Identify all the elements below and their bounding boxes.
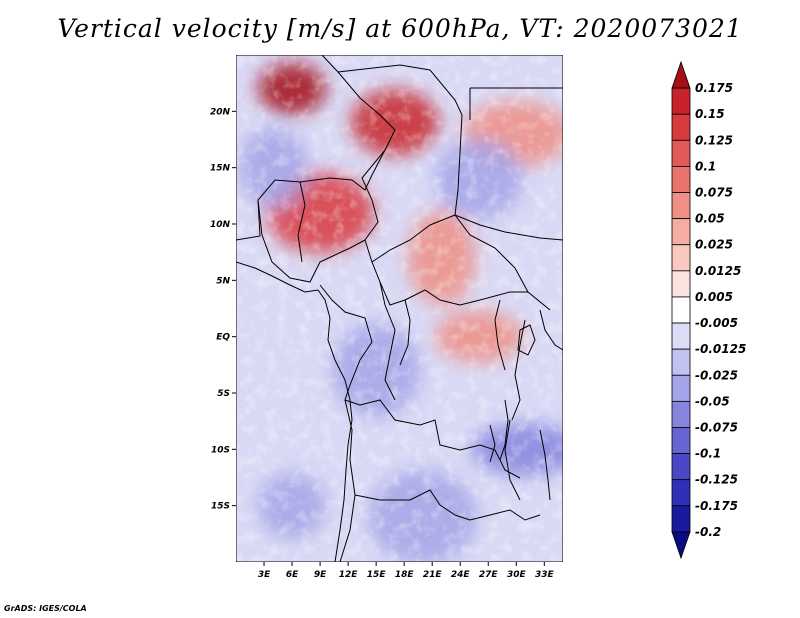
x-tick-label: 3E — [258, 570, 271, 580]
colorbar-swatch — [671, 374, 691, 402]
y-tick-label: 10S — [211, 445, 230, 455]
colorbar-swatch — [671, 453, 691, 481]
y-tick-label: 5S — [217, 389, 230, 399]
grads-credit: GrADS: IGES/COLA — [4, 604, 87, 613]
colorbar-label: -0.025 — [695, 368, 738, 382]
colorbar-swatch — [671, 218, 691, 246]
y-tick-label: 5N — [216, 276, 230, 286]
colorbar-label: 0.125 — [695, 133, 733, 147]
colorbar-swatch — [671, 270, 691, 298]
colorbar-label: 0.1 — [695, 159, 716, 173]
x-tick-label: 9E — [314, 570, 327, 580]
colorbar-swatch — [671, 479, 691, 507]
y-tick-label: EQ — [216, 333, 230, 343]
y-tick-label: 10N — [210, 220, 231, 230]
x-tick-label: 21E — [423, 570, 443, 580]
colorbar-swatch — [671, 60, 691, 89]
colorbar-label: 0.075 — [695, 186, 733, 200]
colorbar-swatch — [671, 244, 691, 272]
colorbar: 0.175 0.15 0.125 0.1 0.075 0.05 0.025 0.0125 0.0… — [671, 60, 746, 560]
y-tick-label: 15S — [211, 502, 230, 512]
colorbar-label: 0.05 — [695, 212, 725, 226]
colorbar-label: -0.125 — [695, 473, 738, 487]
colorbar-label: 0.15 — [695, 107, 725, 121]
x-tick-label: 6E — [286, 570, 299, 580]
x-axis: 3E 6E 9E 12E 15E 18E 21E 24E 27E 30E 33E — [258, 562, 555, 580]
colorbar-label: 0.0125 — [695, 264, 741, 278]
colorbar-label: 0.175 — [695, 81, 733, 95]
colorbar-label: -0.075 — [695, 420, 738, 434]
colorbar-swatch — [671, 322, 691, 350]
x-tick-label: 30E — [507, 570, 527, 580]
colorbar-label: -0.175 — [695, 499, 738, 513]
colorbar-swatch — [671, 139, 691, 167]
colorbar-label: -0.2 — [695, 525, 721, 539]
colorbar-label: 0.025 — [695, 238, 733, 252]
chart-title: Vertical velocity [m/s] at 600hPa, VT: 2… — [57, 14, 743, 43]
colorbar-label: -0.05 — [695, 394, 730, 408]
y-tick-label: 15N — [210, 164, 231, 174]
colorbar-swatch — [671, 192, 691, 220]
speckle-texture — [236, 55, 563, 562]
colorbar-swatch — [671, 113, 691, 141]
x-tick-label: 33E — [535, 570, 555, 580]
colorbar-label: 0.005 — [695, 290, 733, 304]
colorbar-label: -0.0125 — [695, 342, 746, 356]
colorbar-label: -0.1 — [695, 447, 721, 461]
x-tick-label: 27E — [479, 570, 499, 580]
colorbar-swatch — [671, 348, 691, 376]
coastline — [236, 261, 353, 562]
country-borders — [236, 55, 563, 562]
y-tick-label: 20N — [210, 107, 231, 117]
y-axis: 20N 15N 10N 5N EQ 5S 10S 15S — [210, 107, 236, 512]
colorbar-swatch — [671, 400, 691, 428]
colorbar-swatch — [671, 531, 691, 560]
colorbar-label: -0.005 — [695, 316, 738, 330]
colorbar-swatch — [671, 505, 691, 533]
colorbar-swatch — [671, 87, 691, 115]
x-tick-label: 24E — [451, 570, 471, 580]
map-area — [236, 55, 563, 562]
colorbar-swatch — [671, 166, 691, 193]
x-tick-label: 15E — [367, 570, 387, 580]
colorbar-swatch — [671, 427, 691, 454]
lakes — [489, 324, 551, 501]
x-tick-label: 12E — [339, 570, 359, 580]
colorbar-swatch — [671, 296, 691, 324]
x-tick-label: 18E — [395, 570, 415, 580]
